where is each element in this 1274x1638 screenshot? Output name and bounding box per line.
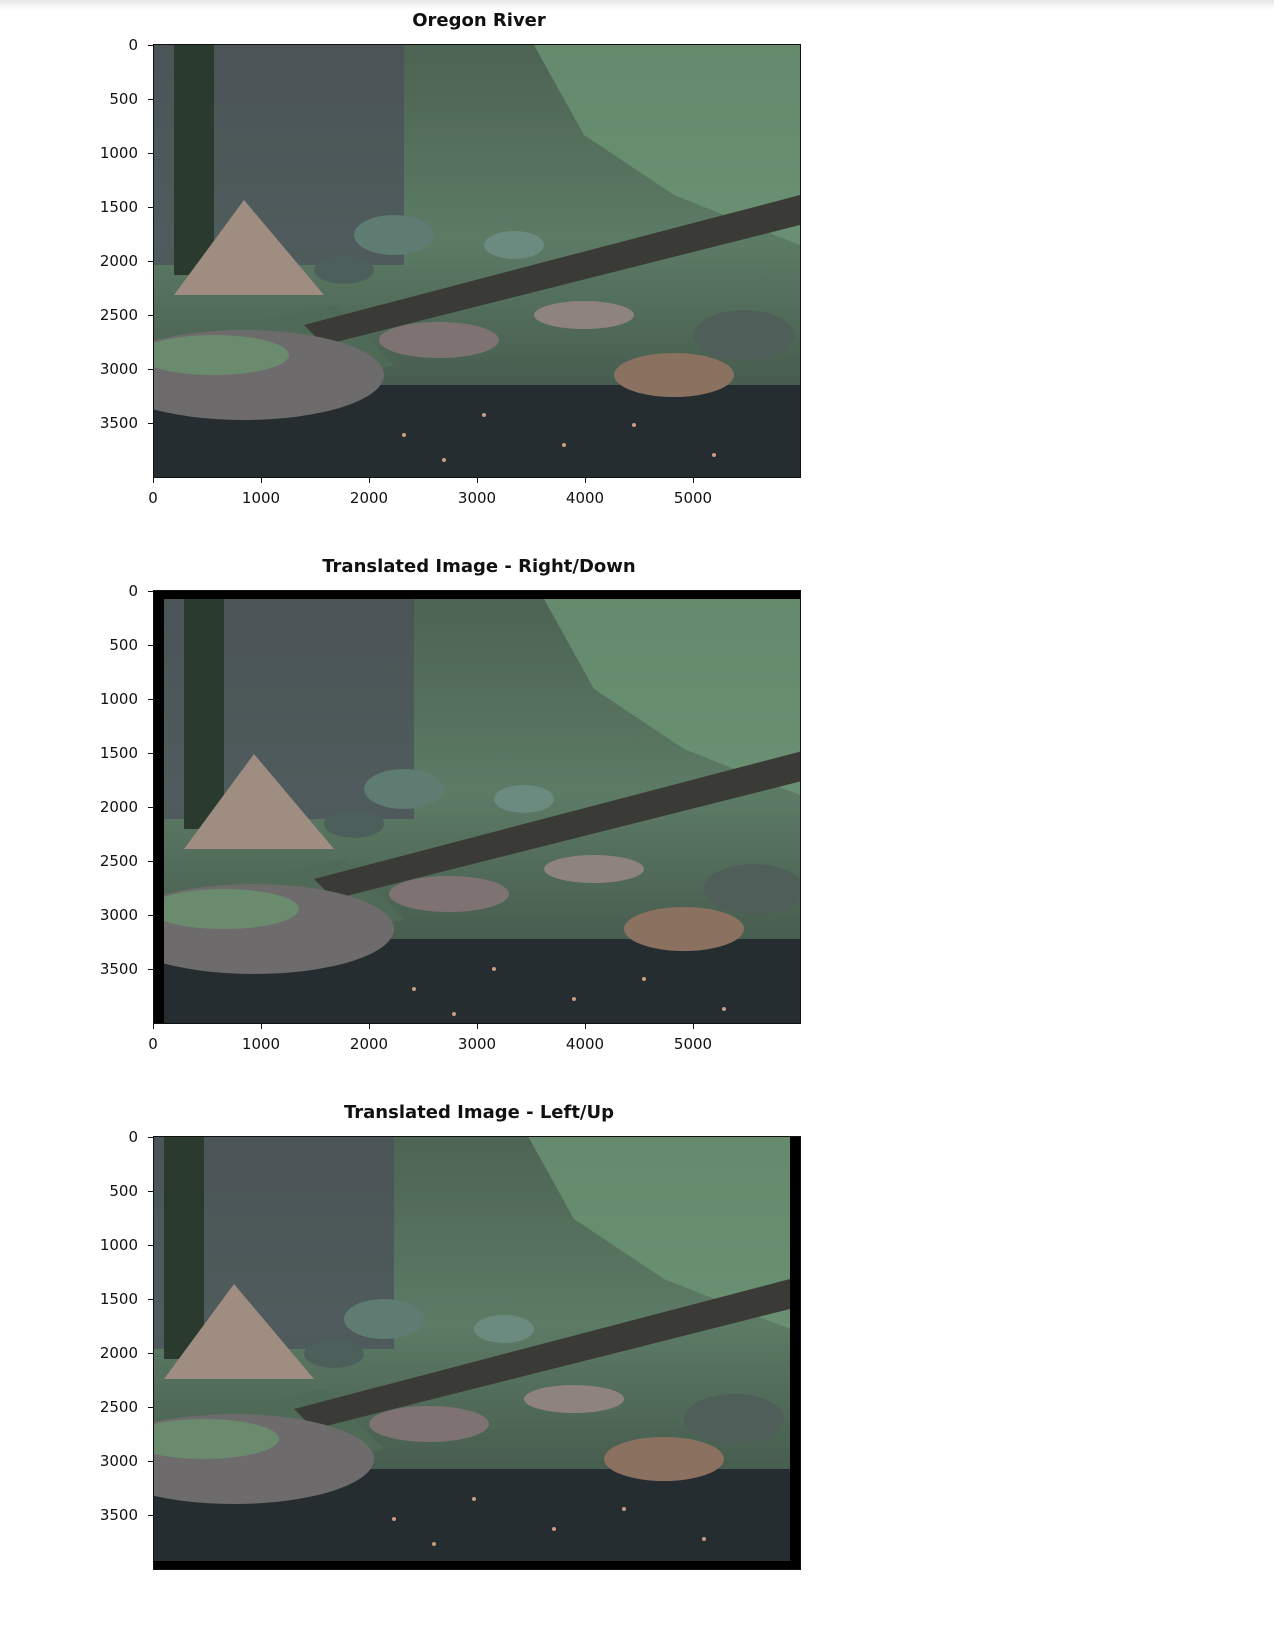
image-frame — [153, 44, 801, 478]
x-tick-label: 0 — [148, 1035, 158, 1053]
river-photo — [154, 45, 800, 477]
y-tick-label: 1000 — [99, 1236, 138, 1254]
x-tick-label: 0 — [148, 489, 158, 507]
y-tick-label: 3000 — [99, 906, 138, 924]
x-tick-label: 5000 — [673, 1035, 713, 1053]
x-tick-label: 4000 — [565, 1035, 605, 1053]
y-tick-label: 2000 — [99, 1344, 138, 1362]
panel-title: Oregon River — [412, 10, 546, 31]
y-tick-label: 2500 — [99, 1398, 138, 1416]
figure-panel-right-down: Translated Image - Right/Down — [0, 546, 820, 1092]
y-tick-label: 500 — [109, 636, 138, 654]
y-tick-label: 3000 — [99, 360, 138, 378]
x-tick-label: 2000 — [349, 489, 389, 507]
y-tick-label: 500 — [109, 90, 138, 108]
x-tick-label: 3000 — [457, 1035, 497, 1053]
figure-panel-original: Oregon River — [0, 0, 820, 546]
panel-title: Translated Image - Right/Down — [322, 556, 636, 577]
y-tick-label: 1000 — [99, 144, 138, 162]
river-photo-shifted — [164, 599, 800, 1023]
river-photo-shifted — [154, 1137, 790, 1561]
y-tick-label: 3500 — [99, 960, 138, 978]
y-tick-label: 3500 — [99, 1506, 138, 1524]
panel-title: Translated Image - Left/Up — [343, 1102, 615, 1123]
y-tick-label: 0 — [128, 1128, 138, 1146]
figure-panel-left-up: Translated Image - Left/Up — [0, 1092, 820, 1638]
y-tick-label: 0 — [128, 582, 138, 600]
x-tick-label: 1000 — [241, 489, 281, 507]
y-tick-label: 1500 — [99, 198, 138, 216]
top-scroll-edge — [0, 0, 1274, 10]
y-tick-label: 2500 — [99, 306, 138, 324]
x-tick-label: 5000 — [673, 489, 713, 507]
y-tick-label: 3500 — [99, 414, 138, 432]
y-tick-label: 0 — [128, 36, 138, 54]
y-tick-label: 2500 — [99, 852, 138, 870]
y-tick-label: 1500 — [99, 744, 138, 762]
y-tick-label: 2000 — [99, 252, 138, 270]
image-frame — [153, 1136, 801, 1570]
x-tick-label: 1000 — [241, 1035, 281, 1053]
y-tick-label: 500 — [109, 1182, 138, 1200]
y-tick-label: 2000 — [99, 798, 138, 816]
image-frame — [153, 590, 801, 1024]
y-tick-label: 1000 — [99, 690, 138, 708]
x-tick-label: 2000 — [349, 1035, 389, 1053]
y-tick-label: 1500 — [99, 1290, 138, 1308]
x-tick-label: 4000 — [565, 489, 605, 507]
x-tick-label: 3000 — [457, 489, 497, 507]
y-tick-label: 3000 — [99, 1452, 138, 1470]
